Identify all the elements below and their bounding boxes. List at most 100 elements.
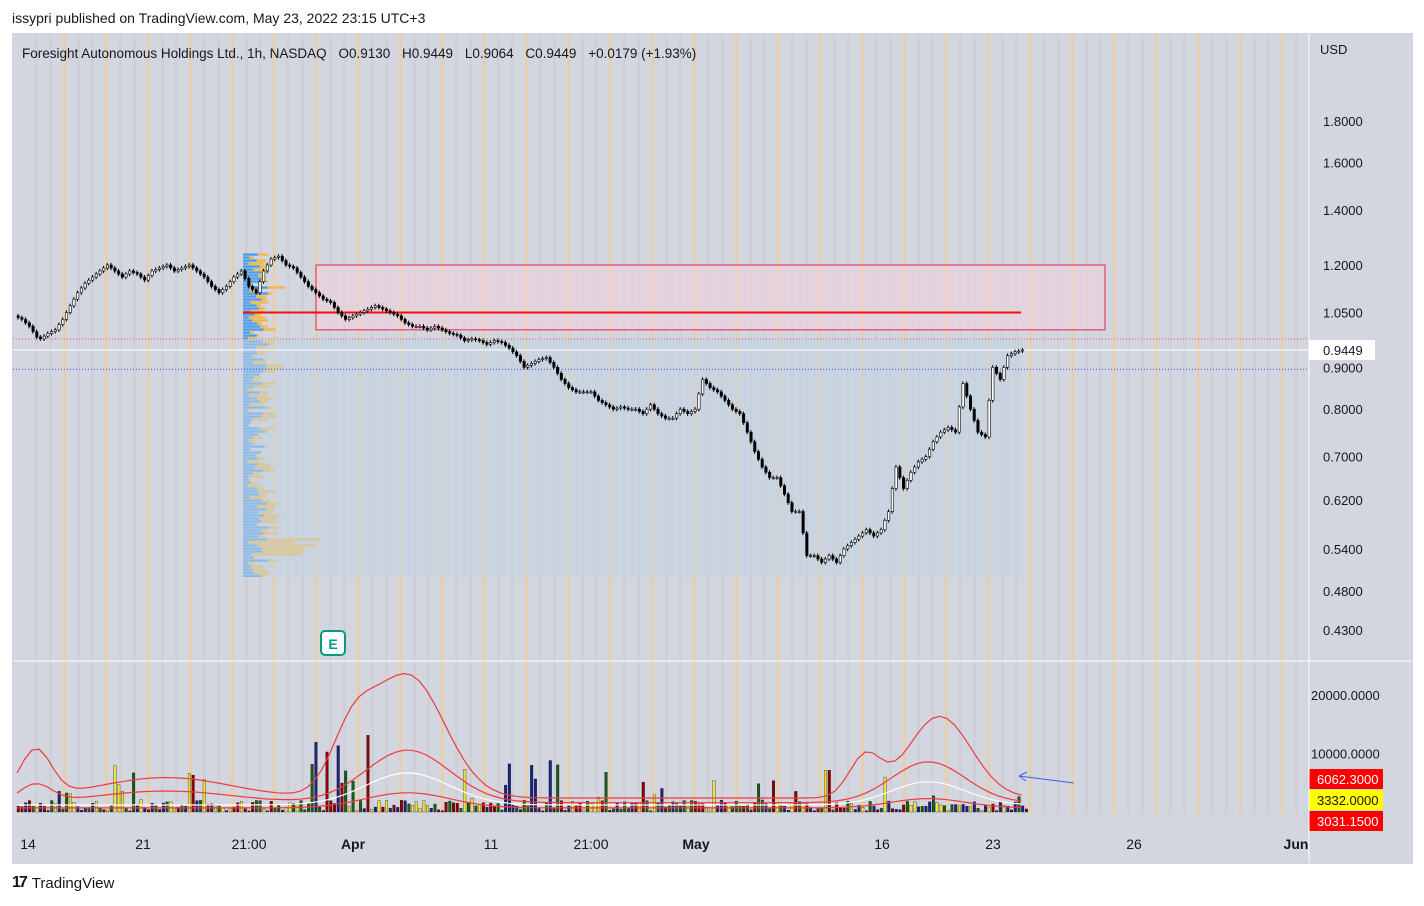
- candle-body: [954, 429, 958, 433]
- volume-bar: [28, 800, 31, 813]
- profile-bar-orange: [248, 316, 266, 319]
- candle-body: [660, 413, 664, 417]
- candle-body: [16, 315, 20, 318]
- volume-bar: [280, 809, 284, 813]
- volume-bar: [165, 801, 169, 813]
- profile-bar-orange: [252, 319, 269, 322]
- volume-bar: [407, 803, 411, 813]
- candle-body: [39, 336, 43, 340]
- volume-bar: [20, 806, 24, 813]
- volume-bar: [1024, 808, 1028, 813]
- mean-line: [17, 772, 1022, 806]
- chart-canvas[interactable]: E 1.8000 1.6000 1.4000 1.2000 1.0500 0.9000 0.…: [13, 34, 1412, 863]
- session-stripe: [1071, 34, 1074, 814]
- candle-body: [492, 340, 496, 343]
- session-stripe: [1113, 34, 1116, 814]
- profile-bar-orange: [249, 331, 255, 334]
- candle-body: [913, 466, 917, 473]
- candle-body: [109, 264, 113, 269]
- volume-bar: [958, 805, 961, 813]
- volume-bar: [459, 808, 463, 813]
- session-stripe: [119, 34, 122, 814]
- volume-bar: [466, 803, 470, 813]
- candle-body: [972, 408, 976, 421]
- candle-body: [987, 400, 991, 438]
- candle-body: [615, 407, 619, 410]
- candle-body: [414, 326, 418, 328]
- volume-bar: [109, 804, 113, 813]
- volume-bar: [35, 804, 39, 813]
- volume-bar: [1021, 805, 1025, 813]
- session-stripe: [1253, 34, 1256, 814]
- session-stripe: [77, 34, 80, 814]
- volume-bar: [258, 800, 262, 813]
- volume-bar: [362, 808, 366, 813]
- value-area-box: [243, 338, 1021, 577]
- candle-body: [403, 319, 407, 324]
- volume-bar: [917, 806, 920, 813]
- volume-bar: [719, 800, 723, 813]
- volume-value-badge: [1309, 811, 1383, 831]
- profile-bar-blue: [243, 325, 261, 328]
- profile-bar-orange: [260, 325, 268, 328]
- candle-body: [719, 391, 723, 397]
- candle-body: [552, 362, 556, 368]
- candle-body: [898, 466, 902, 478]
- candle-body: [105, 264, 109, 269]
- candle-body: [321, 295, 325, 300]
- volume-bar: [705, 807, 708, 813]
- candle-body: [585, 391, 589, 394]
- volume-bar: [872, 805, 876, 813]
- candle-body: [195, 267, 199, 272]
- currency-label[interactable]: USD: [1320, 42, 1348, 57]
- candle-body: [902, 477, 906, 489]
- profile-bar-blue: [243, 277, 262, 280]
- session-stripe: [1169, 34, 1172, 814]
- candle-body: [477, 339, 481, 342]
- candle-body: [812, 555, 816, 557]
- volume-bar: [779, 805, 783, 813]
- session-stripe: [231, 34, 234, 814]
- volume-bar: [247, 810, 251, 813]
- profile-bar-orange: [263, 328, 276, 331]
- candle-body: [485, 342, 489, 345]
- footer-brand[interactable]: 17 TradingView: [12, 874, 114, 892]
- volume-bar: [623, 801, 627, 813]
- candle-body: [98, 270, 102, 275]
- candle-body: [790, 502, 794, 512]
- volume-bar: [652, 794, 656, 813]
- profile-bar-blue: [243, 271, 262, 274]
- volume-bar: [976, 807, 980, 813]
- candle-body: [797, 511, 801, 513]
- volume-bar: [359, 800, 362, 813]
- volume-bar: [440, 810, 444, 813]
- time-tick-label: Apr: [341, 836, 366, 852]
- candle-body: [563, 379, 567, 384]
- candle-body: [124, 273, 128, 278]
- volume-bar: [433, 803, 437, 813]
- candle-body: [422, 326, 426, 329]
- volume-bar: [452, 802, 455, 813]
- earnings-label: E: [328, 636, 337, 652]
- candle-body: [217, 289, 221, 294]
- session-stripe: [1057, 34, 1060, 814]
- volume-bar: [943, 805, 947, 813]
- volume-bar: [124, 808, 128, 813]
- volume-bar: [965, 806, 969, 813]
- volume-bar: [526, 805, 530, 813]
- candle-body: [626, 407, 630, 410]
- candle-body: [466, 339, 470, 342]
- candle-body: [983, 434, 987, 438]
- candle-body: [258, 281, 262, 294]
- candle-body: [113, 267, 117, 272]
- time-tick-label: May: [682, 836, 709, 852]
- chart-frame[interactable]: E 1.8000 1.6000 1.4000 1.2000 1.0500 0.9000 0.…: [12, 33, 1413, 864]
- volume-bar: [850, 802, 854, 813]
- session-stripe: [1085, 34, 1088, 814]
- volume-bar: [552, 807, 556, 813]
- volume-bar: [723, 802, 727, 813]
- volume-bar: [228, 808, 232, 813]
- profile-bar-blue: [243, 316, 249, 319]
- candle-body: [1017, 350, 1021, 353]
- volume-bar: [61, 808, 65, 813]
